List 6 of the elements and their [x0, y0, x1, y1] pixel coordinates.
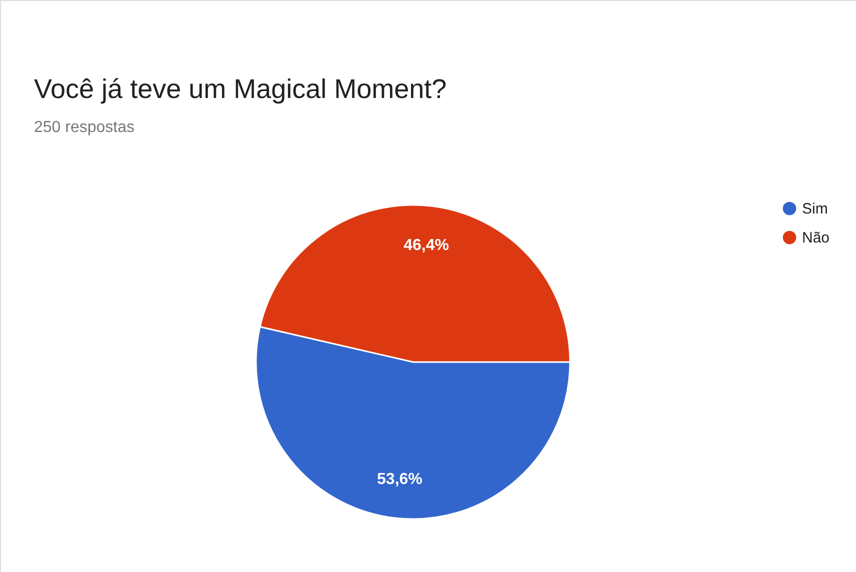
legend-label: Sim — [802, 200, 828, 218]
data-label: 53,6% — [377, 471, 422, 488]
text: 250 respostas — [34, 119, 135, 136]
chart-title: Você já teve um Magical Moment? — [34, 74, 447, 104]
data-label: 46,4% — [404, 237, 449, 254]
legend-label: Não — [802, 230, 830, 246]
